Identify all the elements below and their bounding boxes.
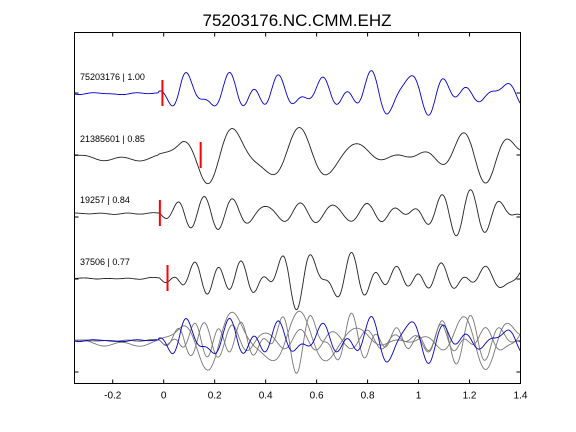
x-tick-label: 1 (416, 391, 422, 402)
trace-labels: 75203176 | 1.00 21385601 | 0.85 19257 | 0.… (80, 72, 145, 267)
stack-trace-line (74, 310, 521, 371)
x-axis: -0.2 0 0.2 0.4 0.6 0.8 1 1.2 1.4 (104, 32, 528, 402)
y-axis-ticks (74, 32, 521, 373)
chart-title: 75203176.NC.CMM.EHZ (203, 11, 392, 30)
trace-label: 75203176 | 1.00 (80, 72, 145, 82)
trace-line (74, 251, 521, 311)
pick-markers (158, 80, 202, 291)
plot-frame (74, 32, 521, 384)
x-tick-label: -0.2 (104, 391, 122, 402)
traces (74, 70, 521, 374)
x-tick-label: 1.2 (463, 391, 477, 402)
trace-label: 21385601 | 0.85 (80, 134, 145, 144)
x-tick-label: 0.6 (310, 391, 324, 402)
x-tick-label: 0.8 (361, 391, 375, 402)
trace-line (74, 70, 521, 116)
trace-line (74, 127, 521, 185)
trace-label: 19257 | 0.84 (80, 195, 130, 205)
stack-trace-line (74, 316, 521, 364)
x-tick-label: 0.4 (259, 391, 273, 402)
x-tick-label: 0 (161, 391, 167, 402)
trace-label: 37506 | 0.77 (80, 257, 130, 267)
x-tick-label: 0.2 (208, 391, 222, 402)
x-tick-label: 1.4 (514, 391, 528, 402)
trace-line (74, 189, 521, 237)
